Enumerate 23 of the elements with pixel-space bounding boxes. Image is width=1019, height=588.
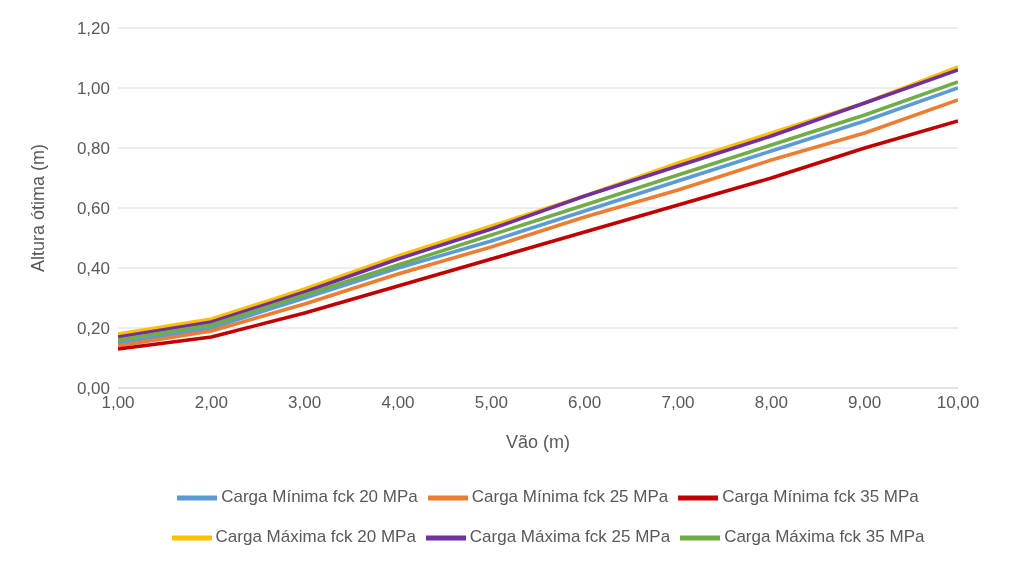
x-tick-label: 10,00 <box>936 393 980 413</box>
x-tick-label: 2,00 <box>194 393 228 413</box>
y-tick-label: 0,60 <box>76 199 110 219</box>
x-tick-label: 5,00 <box>474 393 508 413</box>
legend-label: Carga Mínima fck 35 MPa <box>722 487 919 507</box>
legend-label: Carga Mínima fck 20 MPa <box>221 487 418 507</box>
y-tick-label: 1,00 <box>76 79 110 99</box>
x-tick-label: 6,00 <box>568 393 602 413</box>
x-tick-label: 7,00 <box>661 393 695 413</box>
legend-label: Carga Mínima fck 25 MPa <box>471 487 669 507</box>
legend-label: Carga Máxima fck 20 MPa <box>215 527 416 547</box>
x-tick-label: 4,00 <box>381 393 415 413</box>
x-tick-label: 8,00 <box>754 393 788 413</box>
y-axis-title: Altura ótima (m) <box>28 143 49 273</box>
legend-label: Carga Máxima fck 35 MPa <box>724 527 925 547</box>
x-axis-title: Vão (m) <box>505 432 571 452</box>
y-tick-label: 0,20 <box>76 319 110 339</box>
x-tick-label: 9,00 <box>848 393 882 413</box>
y-tick-label: 0,40 <box>76 259 110 279</box>
legend-label: Carga Máxima fck 25 MPa <box>469 527 671 547</box>
y-tick-label: 1,20 <box>76 19 110 39</box>
x-tick-label: 3,00 <box>288 393 322 413</box>
y-tick-label: 0,80 <box>76 139 110 159</box>
